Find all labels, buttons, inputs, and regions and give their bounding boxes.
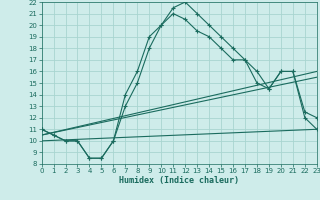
X-axis label: Humidex (Indice chaleur): Humidex (Indice chaleur) — [119, 176, 239, 185]
